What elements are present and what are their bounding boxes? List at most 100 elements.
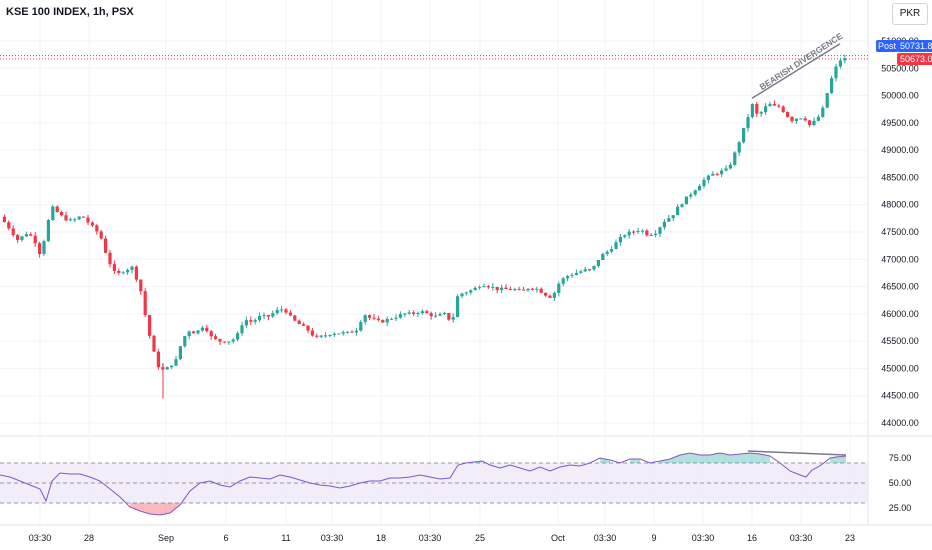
candle-body <box>605 251 609 254</box>
candle-body <box>222 341 226 343</box>
candle-body <box>60 212 64 216</box>
currency-button[interactable]: PKR <box>892 3 928 25</box>
candle-body <box>535 288 539 290</box>
candle-body <box>662 221 666 228</box>
candle-body <box>240 325 244 334</box>
candle-body <box>104 238 108 253</box>
candle-body <box>596 259 600 266</box>
price-tick-label: 48500.00 <box>881 172 919 182</box>
time-axis: 03:30 28 Sep 6 11 03:30 18 03:30 25 Oct 03:30 9 03:3… <box>29 533 855 543</box>
candle-body <box>126 269 130 273</box>
candle-body <box>183 336 187 347</box>
price-tick-label: 49500.00 <box>881 118 919 128</box>
candle-body <box>706 175 710 180</box>
candle-body <box>227 341 231 343</box>
divergence-price-line <box>751 43 841 99</box>
candle-body <box>134 266 138 280</box>
time-tick-label: Sep <box>158 533 174 543</box>
candle-body <box>288 312 292 316</box>
candle-body <box>588 269 592 271</box>
candle-body <box>482 286 486 288</box>
candle-body <box>403 313 407 315</box>
candle-body <box>209 331 213 337</box>
candle-body <box>579 271 583 273</box>
candle-body <box>42 241 46 254</box>
candle-body <box>676 206 680 216</box>
candle-body <box>473 287 477 291</box>
candle-body <box>324 335 328 337</box>
rsi-pane <box>0 452 868 516</box>
candle-body <box>451 317 455 320</box>
candle-body <box>284 309 288 313</box>
candle-body <box>724 168 728 171</box>
candle-body <box>258 315 262 321</box>
candle-body <box>262 314 266 316</box>
price-tick-label: 48000.00 <box>881 200 919 210</box>
candle-body <box>816 116 820 121</box>
candle-body <box>684 196 688 205</box>
time-tick-label: 6 <box>223 533 228 543</box>
candle-body <box>654 233 658 235</box>
divergence-rsi-line <box>747 450 847 456</box>
candle-body <box>214 336 218 339</box>
candle-body <box>636 231 640 233</box>
price-tick-label: 46500.00 <box>881 282 919 292</box>
candle-body <box>293 315 297 321</box>
candle-body <box>236 333 240 340</box>
rsi-oversold-fill <box>130 503 180 515</box>
candle-body <box>170 365 174 368</box>
candle-body <box>786 112 790 117</box>
candle-body <box>500 287 504 291</box>
candle-body <box>46 219 50 242</box>
candle-body <box>416 313 420 315</box>
candle-body <box>513 289 517 291</box>
candle-body <box>825 93 829 108</box>
candle-body <box>376 318 380 321</box>
candle-body <box>601 253 605 260</box>
candle-body <box>390 318 394 320</box>
candle-body <box>456 296 460 318</box>
candle-body <box>742 127 746 143</box>
candle-body <box>495 286 499 291</box>
candle-body <box>412 312 416 314</box>
candle-body <box>442 312 446 315</box>
time-tick-label: 03:30 <box>594 533 617 543</box>
candle-body <box>781 106 785 113</box>
candle-body <box>337 333 341 335</box>
candle-body <box>51 206 55 220</box>
time-tick-label: 03:30 <box>790 533 813 543</box>
candle-body <box>112 264 116 271</box>
candle-body <box>407 312 411 314</box>
candle-body <box>486 286 490 288</box>
candle-body <box>200 327 204 331</box>
price-candles <box>2 54 847 399</box>
candle-body <box>328 334 332 336</box>
price-tick-label: 44500.00 <box>881 391 919 401</box>
candle-body <box>728 164 732 169</box>
candle-body <box>671 215 675 219</box>
candle-body <box>557 283 561 293</box>
candle-body <box>20 236 24 240</box>
candle-body <box>121 272 125 274</box>
post-price-tag: 50731.87 <box>897 40 932 52</box>
candle-body <box>522 289 526 291</box>
candle-body <box>755 103 759 114</box>
time-tick-label: 9 <box>651 533 656 543</box>
candle-body <box>447 312 451 320</box>
candle-body <box>640 230 644 232</box>
price-tick-label: 47000.00 <box>881 254 919 264</box>
candle-body <box>394 317 398 319</box>
candle-body <box>618 236 622 243</box>
candle-body <box>7 222 11 229</box>
candle-body <box>808 120 812 126</box>
candle-body <box>768 104 772 107</box>
candle-body <box>350 331 354 333</box>
candle-body <box>77 216 81 220</box>
candle-body <box>302 324 306 326</box>
candle-body <box>702 179 706 186</box>
candle-body <box>812 120 816 126</box>
candle-body <box>429 313 433 317</box>
candle-body <box>689 194 693 197</box>
candle-body <box>645 230 649 236</box>
candle-body <box>341 332 345 334</box>
